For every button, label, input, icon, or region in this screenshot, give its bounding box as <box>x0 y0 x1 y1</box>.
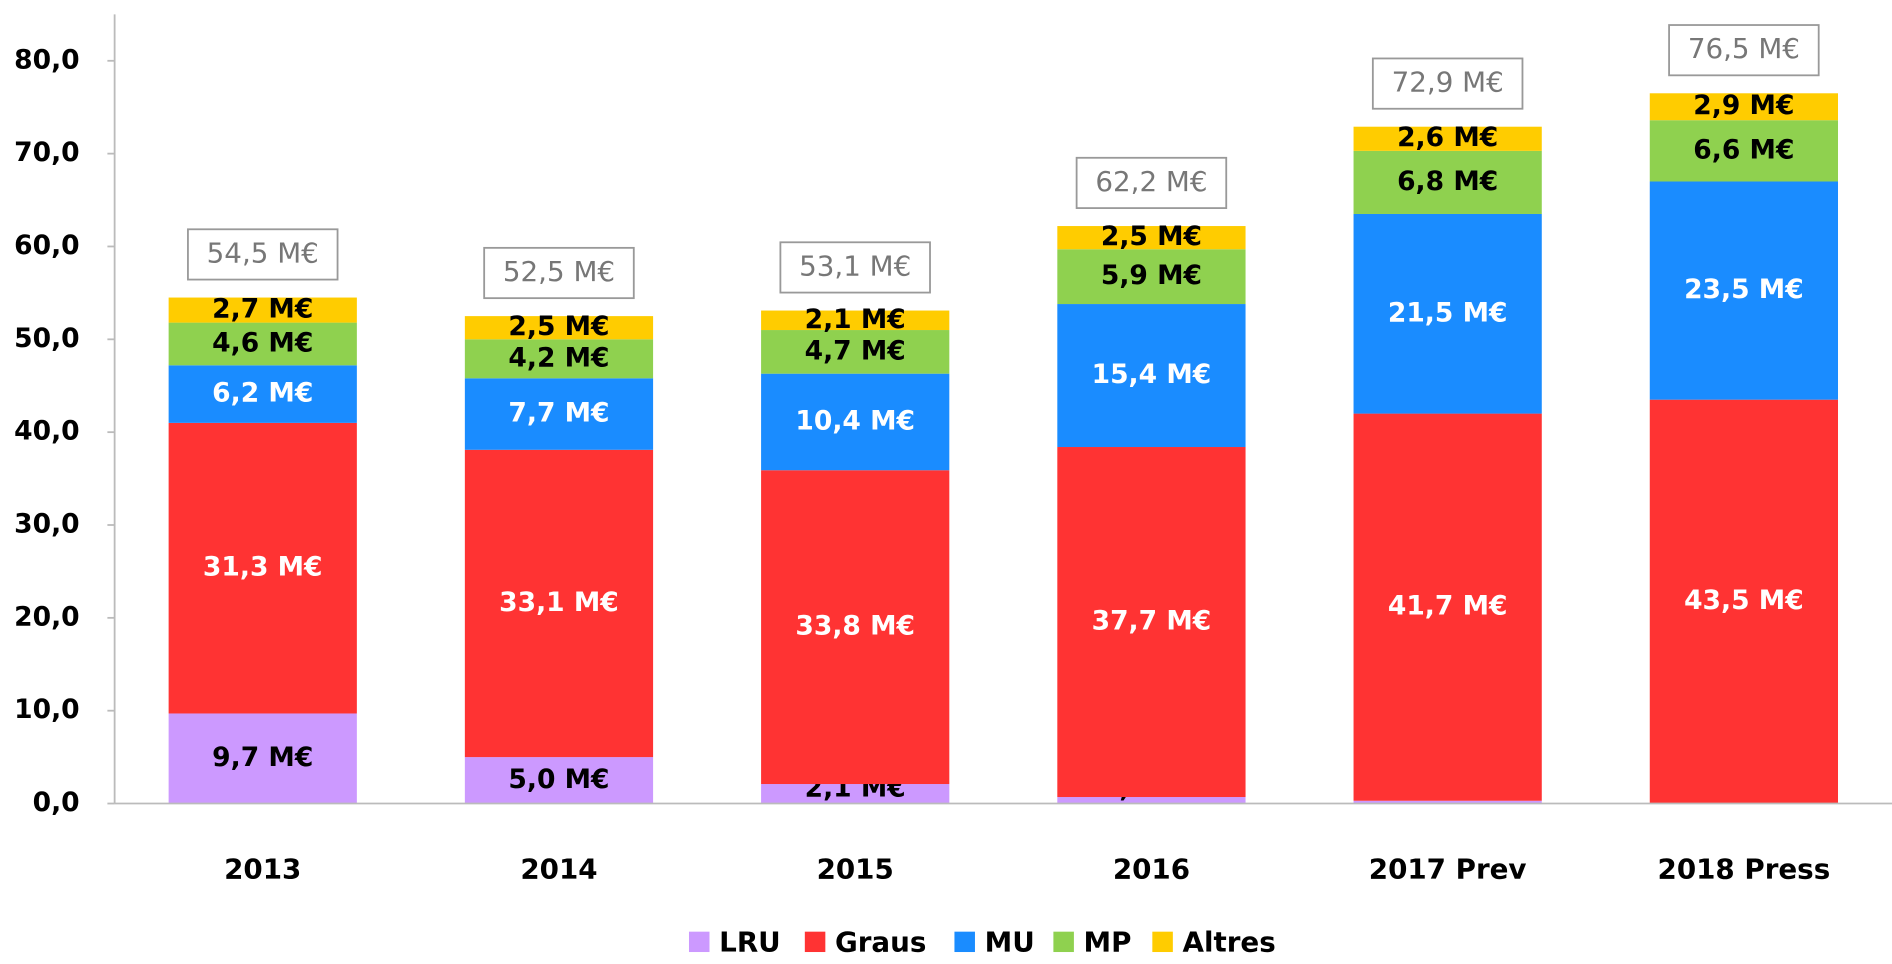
value-label: 21,5 M€ <box>1388 297 1508 328</box>
value-label: 43,5 M€ <box>1684 585 1804 616</box>
bar-segment <box>1057 797 1246 804</box>
bar-segment <box>1649 181 1839 400</box>
legend-swatch <box>1152 931 1173 953</box>
bar-segment <box>1649 399 1839 804</box>
legend-label: MU <box>985 926 1035 959</box>
total-box <box>1371 57 1524 110</box>
total-label: 54,5 M€ <box>207 236 319 269</box>
bar-segment <box>761 310 950 331</box>
total-label: 53,1 M€ <box>799 249 911 282</box>
legend-label: LRU <box>719 926 781 959</box>
bar-segment <box>1649 120 1839 182</box>
y-tick-label: 40,0 <box>14 416 79 447</box>
value-label: 9,7 M€ <box>212 742 313 773</box>
bar-segment <box>761 373 950 471</box>
legend-swatch <box>804 931 826 953</box>
total-box <box>187 228 339 281</box>
value-label: 5,0 M€ <box>508 764 609 795</box>
total-label: 62,2 M€ <box>1095 165 1207 198</box>
value-label: 2,5 M€ <box>508 311 609 342</box>
total-box <box>1668 24 1820 77</box>
legend-swatch <box>688 931 710 953</box>
x-tick-label: 2015 <box>817 853 894 886</box>
bar-segment <box>1057 249 1246 305</box>
bar-segment <box>1057 447 1246 798</box>
total-box <box>1075 156 1228 209</box>
bar-segment <box>464 339 654 379</box>
total-box <box>483 246 635 300</box>
value-label: 5,9 M€ <box>1101 260 1202 291</box>
bar-segment <box>1353 213 1542 414</box>
bar-segment <box>761 470 950 785</box>
bar-segment <box>761 784 950 804</box>
value-label: 33,8 M€ <box>795 611 915 642</box>
value-label: 23,5 M€ <box>1684 274 1804 305</box>
bar-segment <box>168 297 357 323</box>
x-tick-label: 2014 <box>520 853 597 886</box>
bar-segment <box>464 316 654 340</box>
bar-segment <box>464 757 654 804</box>
y-tick-label: 60,0 <box>14 230 79 261</box>
value-label: 15,4 M€ <box>1092 359 1212 390</box>
y-tick-label: 20,0 <box>14 601 79 632</box>
y-tick-label: 50,0 <box>14 323 79 354</box>
value-label: 4,6 M€ <box>212 328 313 359</box>
legend-label: MP <box>1084 926 1132 959</box>
bar-segment <box>1353 413 1542 801</box>
legend-swatch <box>954 931 975 953</box>
value-label: 4,7 M€ <box>805 335 906 366</box>
value-label: 2,7 M€ <box>212 294 313 325</box>
value-label: 2,5 M€ <box>1101 221 1202 252</box>
bar-segment <box>168 713 357 804</box>
bar-segment <box>168 322 357 366</box>
y-tick-label: 70,0 <box>14 137 79 168</box>
total-label: 76,5 M€ <box>1688 32 1800 65</box>
value-label: 41,7 M€ <box>1388 591 1508 622</box>
bar-segment <box>1649 93 1839 121</box>
value-label: 4,2 M€ <box>508 342 609 373</box>
x-tick-label: 2017 Prev <box>1369 853 1527 886</box>
value-label: 33,1 M€ <box>499 587 619 618</box>
x-tick-label: 2013 <box>224 853 301 886</box>
bar-segment <box>464 378 654 450</box>
value-label: 6,6 M€ <box>1693 134 1794 165</box>
bar-segment <box>761 330 950 374</box>
total-box <box>779 241 931 294</box>
bar-segment <box>1353 150 1542 214</box>
value-label: 2,1 M€ <box>805 304 906 335</box>
bar-segment <box>168 365 357 423</box>
bar-segment <box>464 449 654 758</box>
total-label: 52,5 M€ <box>503 255 615 288</box>
value-label: 2,9 M€ <box>1693 90 1794 121</box>
value-label: 6,2 M€ <box>212 378 313 409</box>
y-tick-label: 80,0 <box>14 44 79 75</box>
total-label: 72,9 M€ <box>1392 66 1504 99</box>
y-tick-label: 0,0 <box>33 787 80 818</box>
value-label: 37,7 M€ <box>1092 606 1212 637</box>
y-tick-label: 30,0 <box>14 509 79 540</box>
x-tick-label: 2018 Press <box>1658 853 1831 886</box>
value-label: 10,4 M€ <box>795 406 915 437</box>
x-tick-label: 2016 <box>1113 853 1190 886</box>
bar-segment <box>1057 226 1246 250</box>
legend-label: Graus <box>835 926 926 959</box>
bar-segment <box>1353 800 1542 804</box>
bar-segment <box>1057 304 1246 448</box>
value-label: 2,6 M€ <box>1397 122 1498 153</box>
value-label: 31,3 M€ <box>203 552 323 583</box>
legend-label: Altres <box>1183 926 1276 959</box>
bar-segment <box>1353 126 1542 151</box>
y-tick-label: 10,0 <box>14 694 79 725</box>
legend-swatch <box>1053 931 1074 953</box>
value-label: 6,8 M€ <box>1397 166 1498 197</box>
bar-segment <box>168 422 357 714</box>
value-label: 7,7 M€ <box>508 398 609 429</box>
